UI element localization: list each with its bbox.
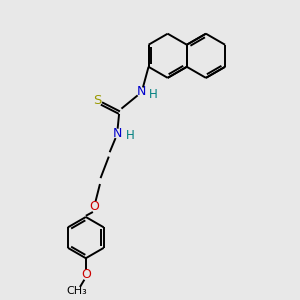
Text: O: O bbox=[90, 200, 100, 213]
Text: N: N bbox=[136, 85, 146, 98]
Text: O: O bbox=[81, 268, 91, 281]
Text: S: S bbox=[93, 94, 102, 107]
Text: N: N bbox=[113, 127, 122, 140]
Text: CH₃: CH₃ bbox=[66, 286, 87, 296]
Text: H: H bbox=[126, 129, 134, 142]
Text: H: H bbox=[149, 88, 158, 101]
